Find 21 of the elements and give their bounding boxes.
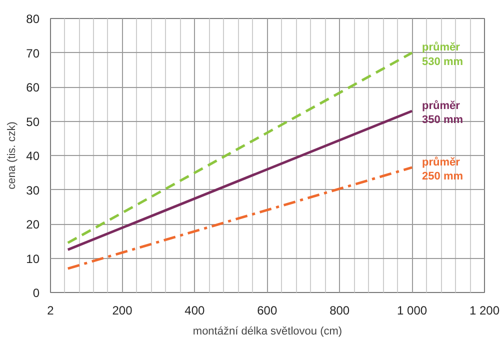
y-tick-label: 10 bbox=[26, 252, 40, 266]
y-tick-label: 70 bbox=[26, 46, 40, 60]
x-tick-label: 1 000 bbox=[397, 304, 428, 318]
x-tick-label: 600 bbox=[257, 304, 278, 318]
x-tick-label: 800 bbox=[330, 304, 350, 318]
series-label: průměr 250 mm bbox=[422, 156, 464, 183]
x-tick-label: 2 bbox=[47, 304, 54, 318]
y-tick-label: 0 bbox=[32, 286, 40, 300]
y-tick-label: 40 bbox=[26, 149, 40, 163]
x-tick-label: 1 200 bbox=[469, 304, 500, 318]
y-tick-label: 20 bbox=[26, 218, 40, 232]
y-tick-label: 60 bbox=[26, 80, 40, 94]
series-label: průměr 350 mm bbox=[422, 100, 464, 126]
y-axis-title: cena (tis. czk) bbox=[6, 122, 18, 190]
y-tick-label: 30 bbox=[26, 183, 40, 198]
series-label: průměr 530 mm bbox=[422, 42, 464, 68]
x-tick-label: 400 bbox=[184, 304, 206, 318]
x-tick-label: 200 bbox=[112, 304, 133, 318]
y-tick-label: 50 bbox=[26, 114, 40, 129]
y-tick-label: 80 bbox=[26, 12, 40, 26]
x-axis-title: montážní délka světlovou (cm) bbox=[192, 326, 342, 338]
